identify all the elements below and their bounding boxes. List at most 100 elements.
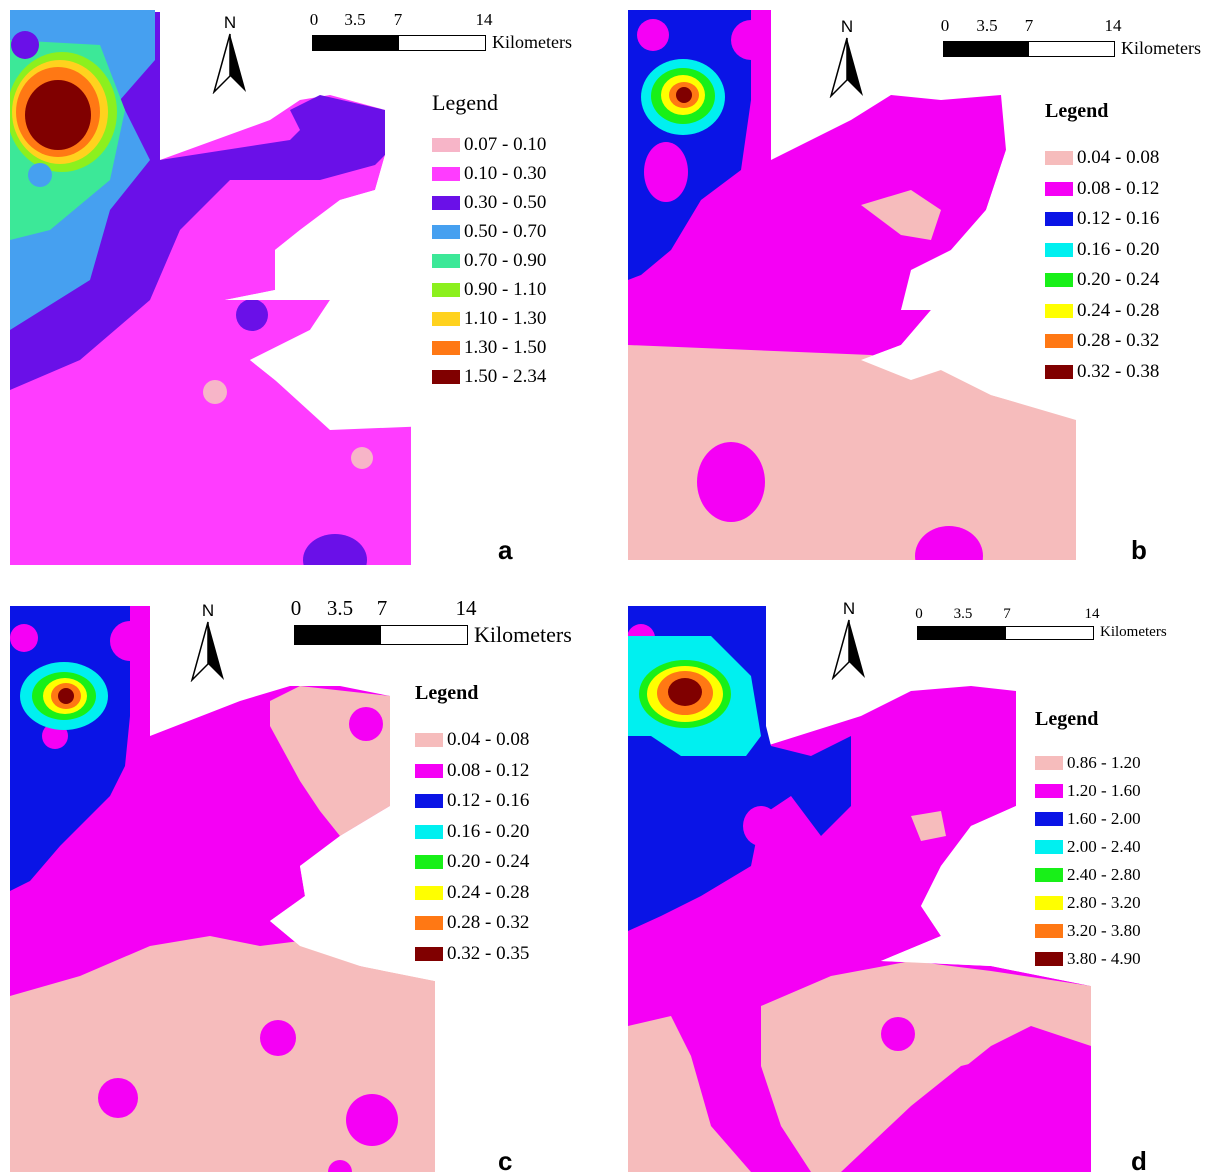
legend-item: 3.20 - 3.80 (1035, 917, 1141, 945)
legend-label: 2.40 - 2.80 (1067, 865, 1141, 884)
legend-title: Legend (432, 90, 498, 115)
legend-swatch (432, 253, 460, 268)
legend-title: Legend (1035, 708, 1099, 730)
legend-swatch (432, 311, 460, 326)
north-arrow: N (188, 602, 228, 687)
legend-item: 0.07 - 0.10 (432, 130, 546, 159)
legend-item: 0.16 - 0.20 (415, 817, 529, 848)
legend-item: 1.20 - 1.60 (1035, 777, 1141, 805)
legend-swatch (415, 733, 443, 748)
scale-bar: 0 3.5 7 14 Kilometers (915, 606, 1167, 641)
legend-label: 0.04 - 0.08 (1077, 147, 1160, 169)
legend-label: 2.00 - 2.40 (1067, 837, 1141, 856)
legend-item: 0.70 - 0.90 (432, 246, 546, 275)
legend-label: 0.90 - 1.10 (464, 278, 547, 300)
legend-label: 0.07 - 0.10 (464, 133, 547, 155)
legend-label: 0.16 - 0.20 (447, 820, 530, 842)
scale-unit: Kilometers (1121, 38, 1201, 58)
map-panel-d: N 0 3.5 7 14 Kilometers Legend 0.86 - 1.… (611, 586, 1222, 1172)
north-arrow-icon (212, 33, 246, 95)
legend-item: 0.12 - 0.16 (415, 786, 529, 817)
legend-item: 0.90 - 1.10 (432, 275, 546, 304)
scale-tick: 7 (376, 596, 388, 620)
legend-item: 1.50 - 2.34 (432, 362, 546, 391)
legend-item: 2.40 - 2.80 (1035, 861, 1141, 889)
scale-tick: 14 (1084, 606, 1100, 622)
legend-label: 0.08 - 0.12 (447, 759, 530, 781)
legend-swatch (1045, 273, 1073, 288)
legend-label: 1.20 - 1.60 (1067, 781, 1141, 800)
map-panel-b: N 0 3.5 7 14 Kilometers Legend 0.04 - 0.… (611, 0, 1222, 586)
scale-bar: 0 3.5 7 14 Kilometers (941, 16, 1201, 59)
legend-swatch (432, 282, 460, 297)
legend-label: 0.30 - 0.50 (464, 191, 547, 213)
legend: Legend 0.04 - 0.08 0.08 - 0.12 0.12 - 0.16… (1045, 100, 1159, 387)
legend-item: 2.00 - 2.40 (1035, 833, 1141, 861)
scale-tick: 7 (1003, 606, 1011, 622)
legend-label: 0.08 - 0.12 (1077, 177, 1160, 199)
legend-item: 3.80 - 4.90 (1035, 945, 1141, 973)
legend-swatch (415, 763, 443, 778)
legend-swatch (1035, 756, 1063, 770)
legend-swatch (1035, 952, 1063, 966)
scale-tick: 3.5 (953, 606, 973, 622)
scale-tick: 14 (475, 10, 493, 29)
scale-tick: 0 (290, 596, 302, 620)
legend-label: 1.60 - 2.00 (1067, 809, 1141, 828)
legend-swatch (415, 794, 443, 809)
contour-map-c (0, 586, 611, 1172)
legend-item: 0.04 - 0.08 (1045, 143, 1159, 174)
scale-tick: 14 (1104, 16, 1122, 35)
legend-label: 0.10 - 0.30 (464, 162, 547, 184)
legend-label: 3.20 - 3.80 (1067, 921, 1141, 940)
legend-label: 0.16 - 0.20 (1077, 238, 1160, 260)
panel-label: c (498, 1146, 513, 1172)
scale-unit: Kilometers (1100, 624, 1167, 640)
legend-label: 0.28 - 0.32 (1077, 330, 1160, 352)
north-arrow: N (827, 18, 867, 103)
legend-item: 0.08 - 0.12 (415, 756, 529, 787)
legend-swatch (1045, 242, 1073, 257)
legend-item: 0.12 - 0.16 (1045, 204, 1159, 235)
legend-item: 0.50 - 0.70 (432, 217, 546, 246)
north-arrow: N (829, 600, 869, 685)
scale-tick: 3.5 (344, 10, 366, 29)
legend-item: 0.24 - 0.28 (1045, 296, 1159, 327)
legend-label: 0.24 - 0.28 (1077, 299, 1160, 321)
legend-item: 0.28 - 0.32 (1045, 326, 1159, 357)
legend-item: 1.30 - 1.50 (432, 333, 546, 362)
map-panel-a: N 0 3.5 7 14 Kilometers Legend 0.07 - 0.… (0, 0, 611, 586)
legend-item: 1.10 - 1.30 (432, 304, 546, 333)
legend-label: 3.80 - 4.90 (1067, 949, 1141, 968)
legend-item: 0.28 - 0.32 (415, 908, 529, 939)
legend-label: 0.20 - 0.24 (1077, 269, 1160, 291)
legend-item: 0.24 - 0.28 (415, 878, 529, 909)
legend-swatch (432, 369, 460, 384)
legend-item: 1.60 - 2.00 (1035, 805, 1141, 833)
legend-swatch (1045, 212, 1073, 227)
legend-swatch (415, 885, 443, 900)
legend-label: 0.32 - 0.35 (447, 942, 530, 964)
legend-title: Legend (1045, 100, 1109, 122)
legend-label: 1.50 - 2.34 (464, 365, 547, 387)
legend-item: 0.32 - 0.35 (415, 939, 529, 970)
legend-item: 2.80 - 3.20 (1035, 889, 1141, 917)
north-label: N (842, 599, 856, 618)
contour-map-a (0, 0, 611, 586)
scale-unit: Kilometers (474, 622, 572, 647)
scale-tick: 3.5 (326, 596, 354, 620)
legend-swatch (432, 195, 460, 210)
scale-tick: 0 (915, 606, 923, 622)
legend-swatch (432, 224, 460, 239)
north-arrow-icon (831, 619, 865, 681)
north-arrow-icon (190, 621, 224, 683)
legend-label: 1.30 - 1.50 (464, 336, 547, 358)
legend-item: 0.20 - 0.24 (415, 847, 529, 878)
legend-swatch (1035, 812, 1063, 826)
legend-item: 0.08 - 0.12 (1045, 174, 1159, 205)
map-panel-c: N 0 3.5 7 14 Kilometers Legend 0.04 - 0.… (0, 586, 611, 1172)
panel-label: a (498, 535, 513, 565)
north-label: N (840, 17, 854, 36)
legend-label: 0.32 - 0.38 (1077, 360, 1160, 382)
contour-map-b (611, 0, 1222, 586)
